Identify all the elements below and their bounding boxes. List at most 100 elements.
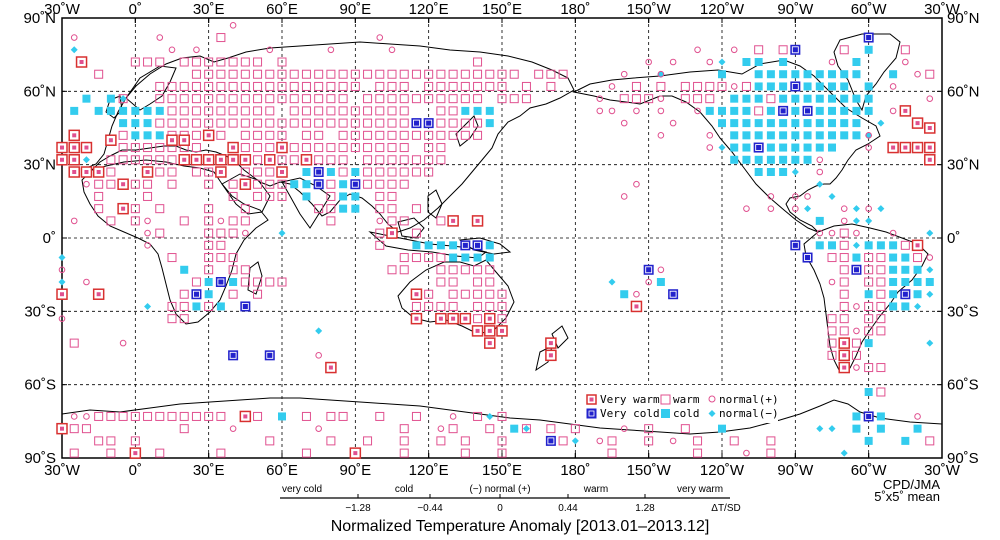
normal-plus-marker [889,229,897,237]
legend-cold-marker [661,409,670,418]
warm-marker [204,301,214,311]
warm-marker [155,143,165,153]
warm-marker [411,69,421,79]
warm-marker [253,143,263,153]
lat-label-right: 30˚S [947,303,979,320]
cold-marker [791,106,800,115]
warm-marker [106,179,116,189]
cold-marker [803,155,812,164]
warm-marker [240,118,250,128]
cold-marker [803,131,812,140]
lon-label-bottom: 30˚E [193,462,225,479]
warm-marker [876,289,886,299]
warm-marker [216,106,226,116]
warm-marker [546,424,556,434]
warm-marker [338,94,348,104]
warm-marker [143,155,153,165]
cold-marker [216,302,225,311]
cold-marker [901,265,910,274]
warm-marker [326,216,336,226]
warm-marker [289,143,299,153]
legend-normal-minus-marker [708,410,716,417]
very-warm-marker-inner [353,451,358,456]
cold-marker [485,253,494,262]
cold-marker [70,106,79,115]
very-warm-marker-inner [182,138,187,143]
very-cold-marker-inner [901,290,909,298]
warm-marker [228,216,238,226]
warm-marker [399,179,409,189]
arabia-coast [221,173,271,215]
warm-marker [179,106,189,116]
cold-marker [864,290,873,299]
normal-plus-marker [657,132,665,139]
cold-marker [901,302,910,311]
warm-marker [118,155,128,165]
warm-marker [179,216,189,226]
warm-marker [387,106,397,116]
normal-plus-marker [926,95,934,102]
normal-plus-marker [327,46,335,54]
warm-marker [167,155,177,165]
warm-marker [497,448,507,458]
cold-marker [742,58,751,66]
normal-minus-marker [791,168,799,176]
warm-marker [424,167,434,177]
normal-minus-marker [58,254,66,262]
warm-marker [448,277,458,287]
japan-coast [455,115,479,147]
cold-marker [754,168,763,176]
warm-marker [228,179,238,189]
warm-marker [766,448,776,458]
cold-marker [510,424,519,433]
warm-marker [411,253,421,263]
cold-marker [718,119,726,128]
warm-marker [570,424,580,434]
very-warm-marker-inner [72,157,77,162]
very-cold-marker-inner [645,266,653,274]
latitude-labels-left: 90˚N 60˚N 30˚N 0˚ 30˚S 60˚S 90˚S [23,10,56,467]
cold-marker [278,412,286,421]
warm-marker [717,81,727,91]
warm-marker [900,45,910,55]
cold-marker [901,253,910,262]
cold-marker [815,94,824,103]
normal-plus-marker [596,107,604,115]
cold-marker [779,58,788,66]
warm-marker [925,436,935,446]
warm-marker [106,436,116,446]
warm-marker [754,106,764,116]
warm-marker [265,118,275,128]
very-cold-marker-inner [791,241,799,249]
cold-marker [815,216,824,225]
normal-plus-marker [608,107,616,115]
normal-plus-marker [767,193,775,200]
cold-marker [742,106,751,115]
cold-marker [828,82,836,91]
warm-marker [424,155,434,165]
scale-category-cold: cold [395,484,413,495]
cold-marker [864,45,873,54]
warm-marker [167,106,177,116]
cold-marker [815,119,824,128]
normal-minus-marker [70,46,78,54]
warm-marker [216,33,226,43]
warm-marker [216,81,226,91]
normal-minus-marker [914,302,922,310]
very-warm-marker-inner [206,133,211,138]
very-warm-marker-inner [451,218,456,223]
warm-marker [350,143,360,153]
lat-label-right: 60˚N [947,83,980,100]
cold-marker [131,119,140,128]
lon-label-bottom: 90˚E [339,462,371,479]
cold-marker [449,241,458,250]
cold-marker [828,70,836,79]
normal-plus-marker [608,83,616,90]
very-cold-marker-inner [804,107,812,115]
warm-marker [448,265,458,275]
cold-marker [730,143,739,152]
warm-marker [253,81,263,91]
warm-marker [130,411,140,421]
scale-threshold-5: 1.28 [635,503,655,514]
